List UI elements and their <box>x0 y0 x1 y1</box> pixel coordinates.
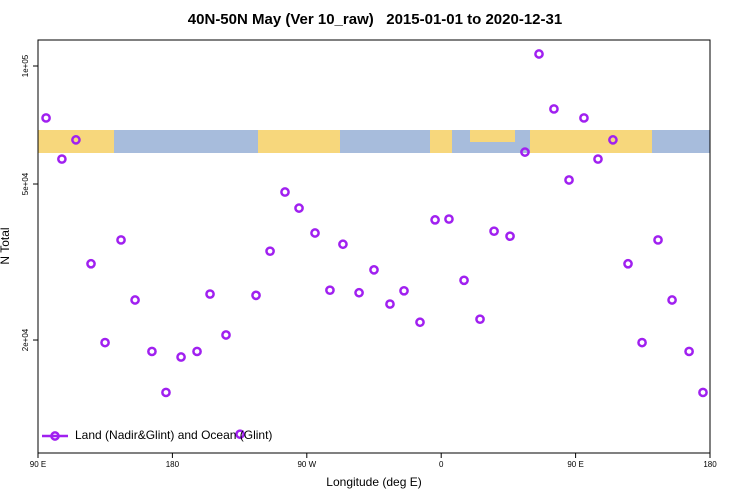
point <box>280 187 290 197</box>
point <box>593 154 603 164</box>
point <box>430 215 440 225</box>
point <box>564 175 574 185</box>
point <box>623 258 633 269</box>
point <box>534 49 544 59</box>
point <box>608 135 618 145</box>
x-tick-label: 90 E <box>567 460 583 469</box>
x-tick-label: 90 W <box>297 460 316 469</box>
point <box>147 346 157 357</box>
legend-label: Land (Nadir&Glint) and Ocean (Glint) <box>75 428 272 442</box>
x-tick-label: 0 <box>439 460 444 469</box>
point <box>116 235 126 245</box>
x-tick-label: 90 E <box>30 460 46 469</box>
point <box>71 135 81 145</box>
point <box>369 265 379 275</box>
point <box>489 226 499 237</box>
point <box>475 314 485 325</box>
point <box>459 275 469 286</box>
point <box>130 295 140 305</box>
x-axis-label: Longitude (deg E) <box>326 475 421 489</box>
point <box>161 387 171 398</box>
point <box>354 287 364 298</box>
land <box>38 130 114 153</box>
land <box>530 130 652 153</box>
land <box>470 130 515 142</box>
x-tick-label: 180 <box>166 460 180 469</box>
point <box>251 290 261 301</box>
point <box>221 330 231 340</box>
y-tick-label: 2e+04 <box>21 328 30 351</box>
chart-title: 40N-50N May (Ver 10_raw) 2015-01-01 to 2… <box>188 11 562 28</box>
y-axis-label: N Total <box>0 227 12 264</box>
point <box>505 231 515 242</box>
point <box>265 246 275 257</box>
point <box>325 285 335 296</box>
point <box>415 317 425 328</box>
point <box>192 346 202 357</box>
point <box>637 337 647 348</box>
point <box>653 235 663 245</box>
land <box>258 130 340 153</box>
land <box>430 130 452 153</box>
point <box>100 337 110 348</box>
point <box>294 203 304 213</box>
point <box>310 228 320 238</box>
point <box>176 352 186 362</box>
point <box>399 285 409 296</box>
point <box>235 429 245 440</box>
point <box>549 104 559 114</box>
point <box>520 147 530 157</box>
point <box>579 113 589 123</box>
y-tick-label: 1e+05 <box>21 54 30 77</box>
point <box>444 214 454 224</box>
x-tick-label: 180 <box>703 460 717 469</box>
plot-frame <box>37 39 711 454</box>
map-strip <box>38 130 710 153</box>
point <box>86 258 96 269</box>
y-tick-label: 5e+04 <box>21 172 30 195</box>
point <box>385 299 395 309</box>
point <box>57 154 67 164</box>
point <box>698 387 708 398</box>
point <box>41 113 51 123</box>
legend-marker <box>50 431 60 441</box>
point <box>667 295 677 305</box>
point <box>338 239 348 250</box>
point <box>684 346 694 357</box>
point <box>205 289 215 299</box>
